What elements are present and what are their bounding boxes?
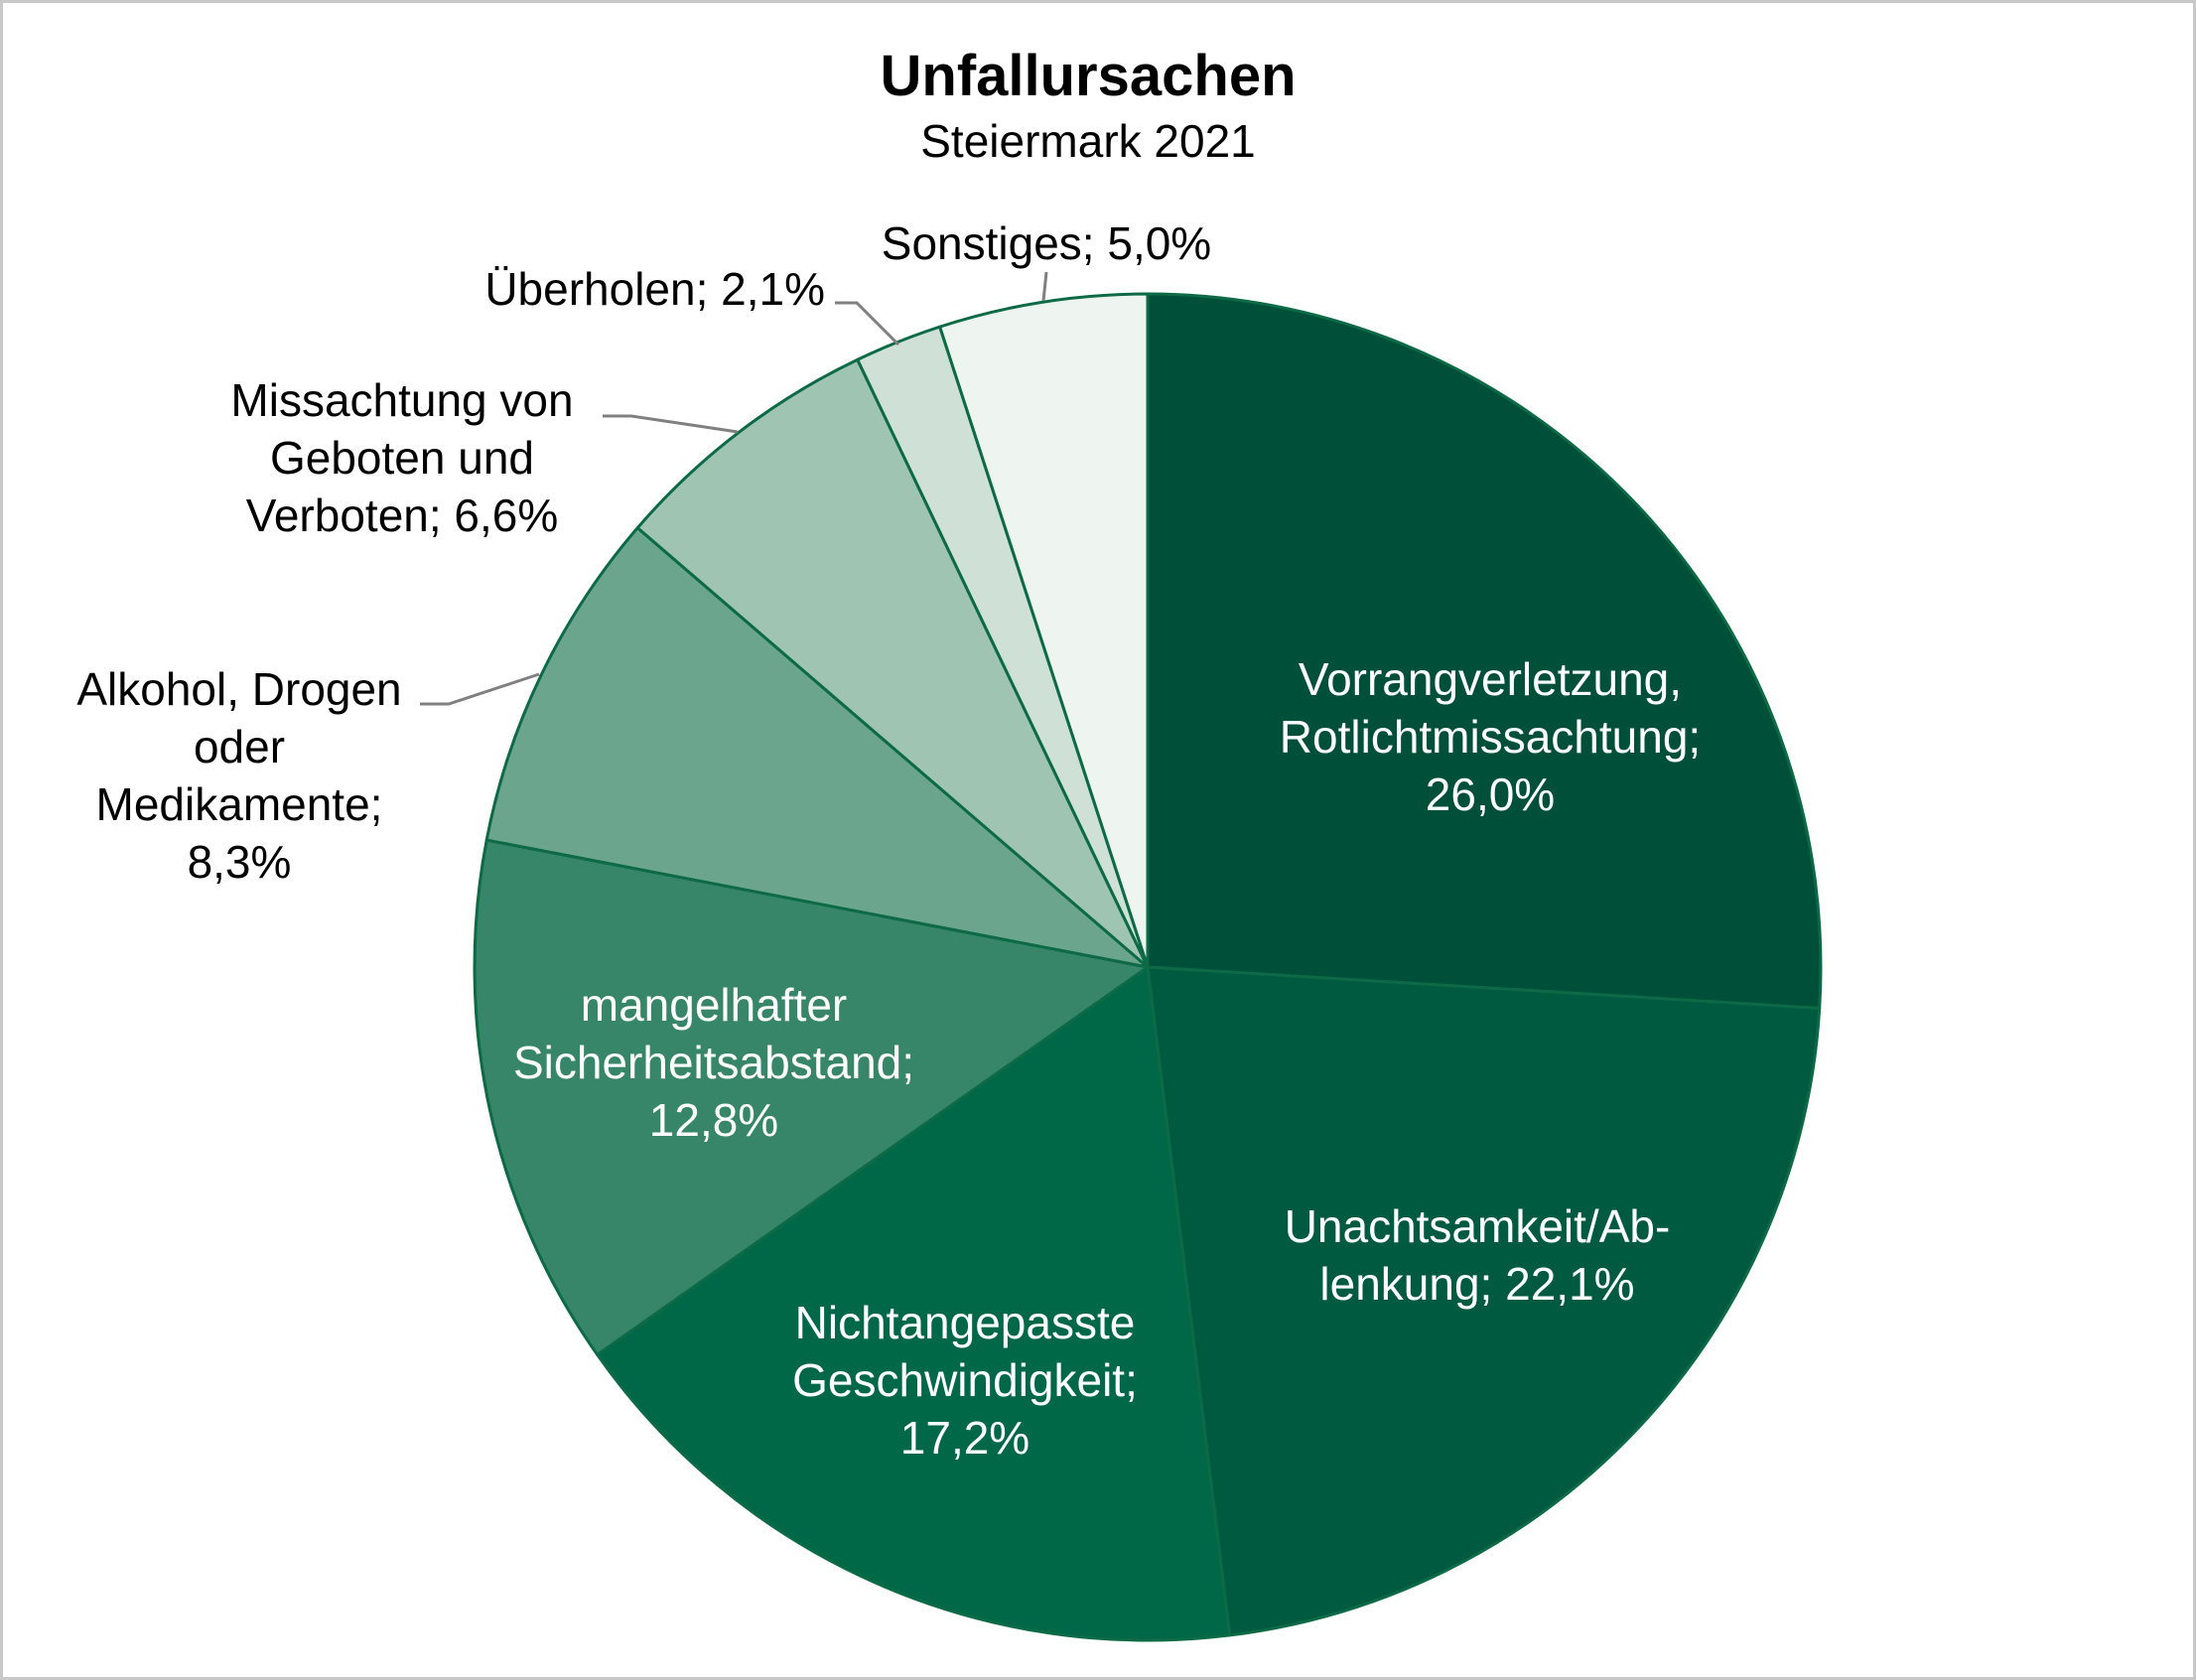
data-label-vorrangverletzung-rotlichtmissachtung: Vorrangverletzung, Rotlichtmissachtung; 26… bbox=[1280, 653, 1701, 820]
leader-line-alkohol-drogen-oder-medikamente bbox=[420, 672, 540, 706]
pie-slices bbox=[473, 292, 1823, 1642]
pie-slice-mangelhafter-sicherheitsabstand bbox=[473, 838, 1150, 1356]
chart-subtitle: Steiermark 2021 bbox=[920, 115, 1256, 167]
pie-slice-unachtsamkeit-ablenkung bbox=[1146, 965, 1822, 1637]
chart-title: Unfallursachen bbox=[881, 44, 1297, 108]
data-label-missachtung-von-geboten-und-verboten: Missachtung von Geboten und Verboten; 6,6% bbox=[230, 374, 573, 541]
data-label-nichtangepasste-geschwindigkeit: Nichtangepasste Geschwindigkeit; 17,2% bbox=[792, 1297, 1138, 1464]
pie-slice-missachtung-von-geboten-und-verboten bbox=[635, 357, 1150, 969]
data-label-berholen: Überholen; 2,1% bbox=[484, 263, 825, 315]
data-label-sonstiges: Sonstiges; 5,0% bbox=[882, 217, 1211, 269]
pie-chart: Unfallursachen Steiermark 2021 Vorrangve… bbox=[76, 44, 1823, 1642]
leader-line-berholen bbox=[835, 301, 900, 347]
pie-slice-vorrangverletzung-rotlichtmissachtung bbox=[1146, 292, 1823, 1010]
data-label-mangelhafter-sicherheitsabstand: mangelhafter Sicherheitsabstand; 12,8% bbox=[513, 979, 914, 1146]
data-label-unachtsamkeit-ablenkung: Unachtsamkeit/Ab-lenkung; 22,1% bbox=[1285, 1200, 1671, 1310]
slice-labels: Vorrangverletzung, Rotlichtmissachtung; 26… bbox=[76, 217, 1701, 1464]
pie-slice-alkohol-drogen-oder-medikamente bbox=[484, 526, 1150, 969]
leader-lines bbox=[420, 271, 1048, 706]
pie-slice-nichtangepasste-geschwindigkeit bbox=[596, 965, 1232, 1642]
leader-line-sonstiges bbox=[1041, 271, 1048, 302]
leader-line-missachtung-von-geboten-und-verboten bbox=[603, 414, 739, 434]
pie-slice-sonstiges bbox=[938, 292, 1150, 969]
data-label-alkohol-drogen-oder-medikamente: Alkohol, Drogen oder Medikamente; 8,3% bbox=[76, 663, 401, 888]
